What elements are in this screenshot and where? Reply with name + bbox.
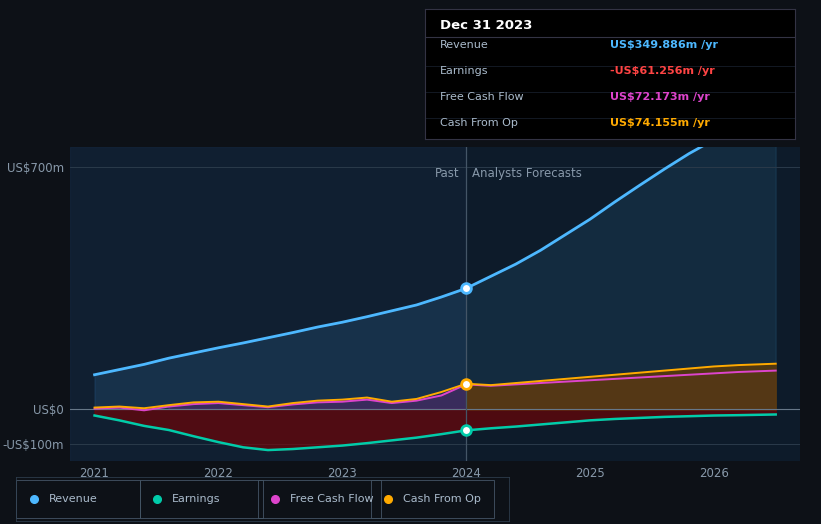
Text: Revenue: Revenue — [48, 494, 97, 504]
Bar — [70, 147, 466, 461]
Text: Cash From Op: Cash From Op — [440, 118, 518, 128]
Text: Dec 31 2023: Dec 31 2023 — [440, 19, 533, 32]
Text: US$72.173m /yr: US$72.173m /yr — [610, 92, 710, 102]
Text: Analysts Forecasts: Analysts Forecasts — [472, 168, 582, 180]
Text: Revenue: Revenue — [440, 40, 488, 50]
Text: US$74.155m /yr: US$74.155m /yr — [610, 118, 710, 128]
Text: Free Cash Flow: Free Cash Flow — [290, 494, 374, 504]
Text: US$349.886m /yr: US$349.886m /yr — [610, 40, 718, 50]
Text: Cash From Op: Cash From Op — [403, 494, 481, 504]
Text: Past: Past — [435, 168, 460, 180]
Text: Earnings: Earnings — [172, 494, 220, 504]
Text: Free Cash Flow: Free Cash Flow — [440, 92, 524, 102]
Text: Earnings: Earnings — [440, 66, 488, 76]
Text: -US$61.256m /yr: -US$61.256m /yr — [610, 66, 715, 76]
